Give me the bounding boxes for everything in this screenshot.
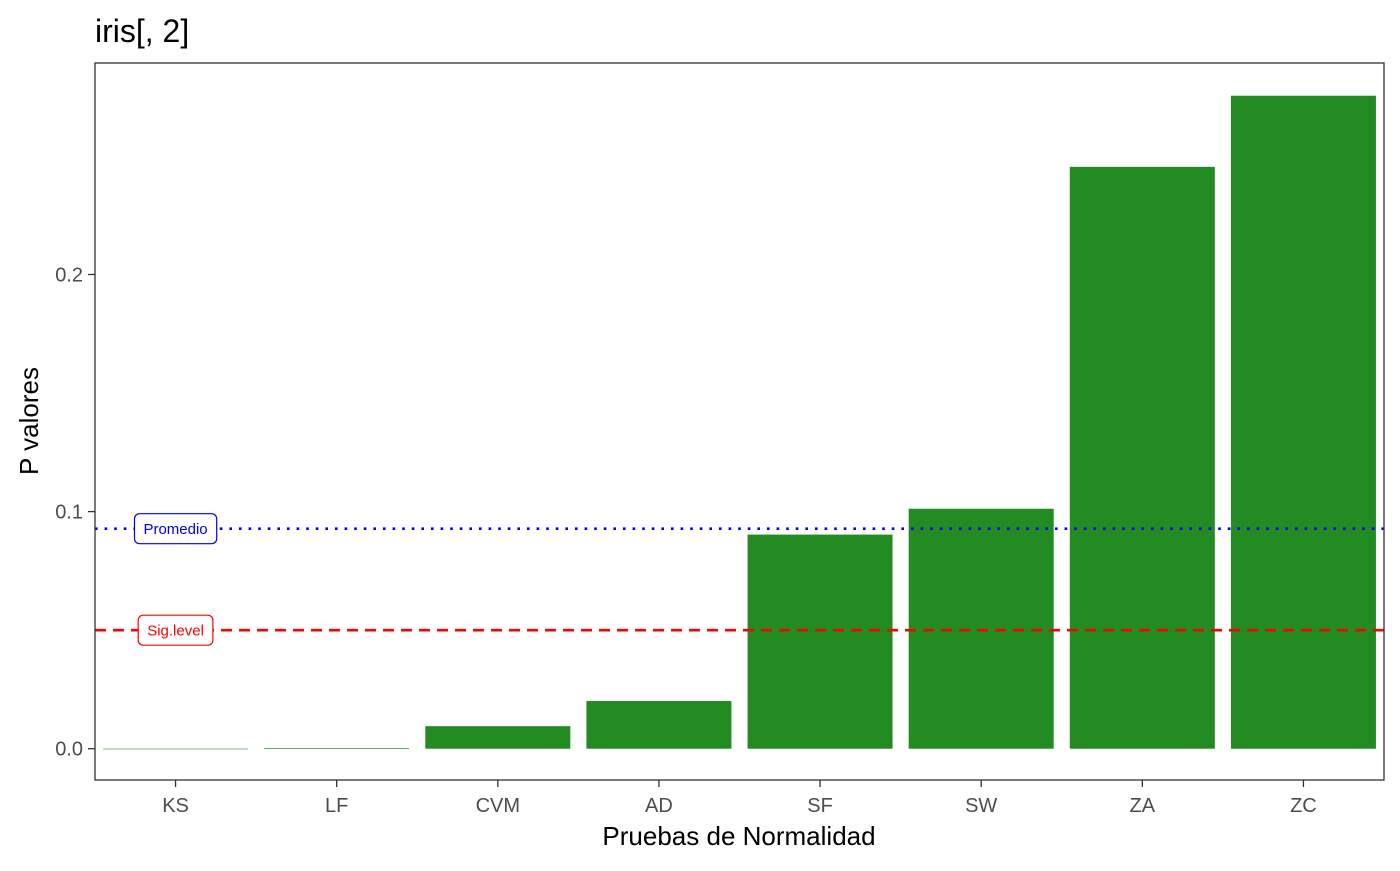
reference-label-box-promedio: [133, 513, 218, 545]
x-tick-label-ks: KS: [162, 795, 189, 817]
bar-sw[interactable]: [908, 508, 1054, 749]
y-tick-label: 0.2: [55, 264, 83, 286]
reference-label-promedio: Promedio: [143, 521, 207, 538]
bar-zc[interactable]: [1230, 95, 1376, 749]
bar-ks[interactable]: [103, 748, 249, 750]
reference-lines-layer: Promedio Sig.level: [95, 513, 1384, 646]
x-axis-title: Pruebas de Normalidad: [602, 821, 875, 851]
x-tick-label-sw: SW: [965, 795, 997, 817]
x-tick-label-za: ZA: [1130, 795, 1156, 817]
x-tick-label-lf: LF: [325, 795, 348, 817]
y-tick-label: 0.1: [55, 502, 83, 524]
bar-sf[interactable]: [747, 534, 893, 749]
bar-cvm[interactable]: [425, 726, 571, 749]
bar-ad[interactable]: [586, 701, 732, 749]
x-tick-label-ad: AD: [645, 795, 673, 817]
plot-panel-border: [94, 62, 1385, 781]
x-tick-label-sf: SF: [807, 795, 833, 817]
x-tick-label-zc: ZC: [1290, 795, 1317, 817]
x-tick-label-cvm: CVM: [476, 795, 520, 817]
y-tick-label: 0.0: [55, 739, 83, 761]
y-axis-title: P valores: [14, 367, 44, 475]
x-axis: KS LF CVM AD SF SW ZA ZC: [162, 780, 1317, 817]
chart-title: iris[, 2]: [95, 13, 189, 49]
bar-lf[interactable]: [264, 747, 410, 749]
bar-za[interactable]: [1069, 166, 1215, 749]
bars-layer: [103, 95, 1376, 750]
y-axis: 0.0 0.1 0.2: [55, 264, 95, 761]
reference-label-box-sig-level: [137, 614, 214, 646]
reference-label-sig-level: Sig.level: [147, 623, 204, 640]
